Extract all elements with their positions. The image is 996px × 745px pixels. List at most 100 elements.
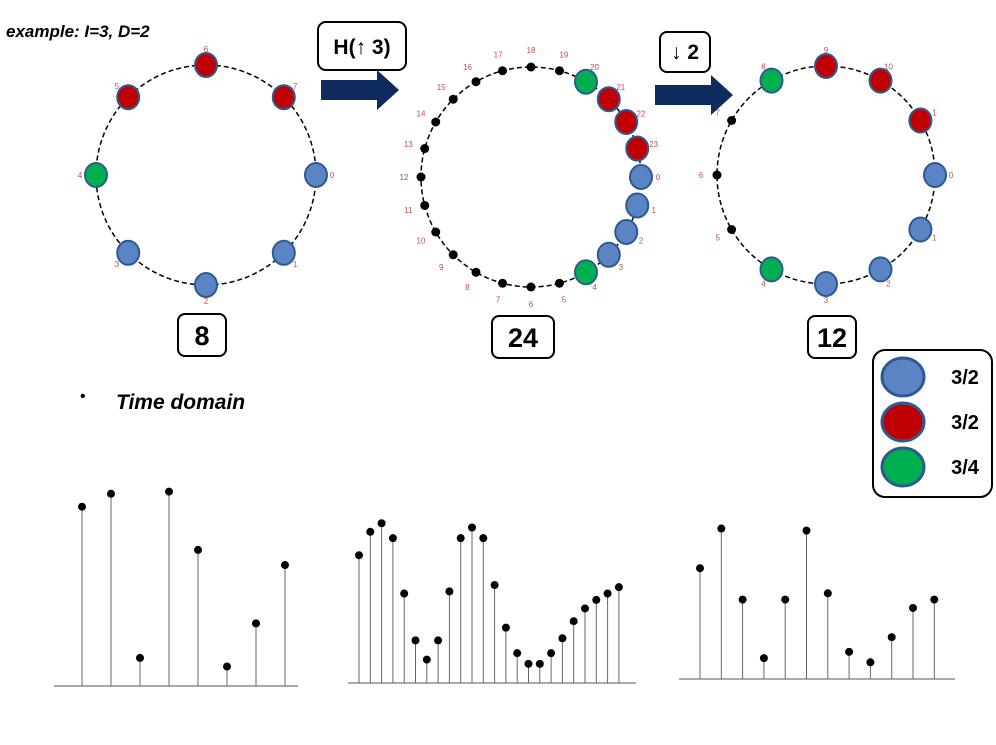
node-index-label: 1 [932, 234, 937, 243]
stem-dot [223, 662, 231, 671]
time-domain-title: Time domain [116, 391, 246, 414]
stem-dot [165, 487, 173, 496]
node-index-label: 23 [649, 140, 658, 149]
stem-dot [738, 595, 747, 604]
stem-dot [366, 527, 375, 536]
stem-dot [434, 636, 443, 645]
legend-label: 3/2 [951, 367, 979, 389]
black-dot-node [471, 77, 481, 87]
red-node [271, 84, 296, 111]
node-index-label: 7 [293, 82, 298, 91]
node-index-label: 4 [78, 171, 83, 180]
node-index-label: 21 [616, 83, 625, 92]
blue-node [923, 162, 947, 188]
stem-dot [569, 617, 578, 626]
node-index-label: 3 [619, 263, 624, 272]
node-index-label: 1 [651, 206, 656, 215]
stem-dot [866, 658, 875, 667]
black-dot-node [420, 200, 430, 210]
red-node [614, 109, 639, 135]
node-index-label: 7 [716, 109, 721, 118]
node-index-label: 17 [494, 50, 503, 59]
legend-green-swatch [880, 446, 926, 488]
node-index-label: 4 [761, 279, 766, 288]
blue-node [596, 241, 621, 268]
node-index-label: 8 [465, 283, 470, 292]
ring-3: 0 1 2 3 4 5 6 7 8 9 10 1 [699, 46, 954, 305]
stem-dot [887, 633, 896, 642]
node-index-label: 14 [417, 110, 426, 119]
black-dot-node [498, 66, 508, 76]
stem-dot [490, 581, 499, 590]
black-dot-node [420, 144, 430, 154]
node-index-label: 12 [400, 173, 409, 182]
upsample-label: H(↑ 3) [333, 36, 390, 59]
node-index-label: 2 [886, 279, 891, 288]
stem-dot [501, 623, 510, 632]
stem-dot [909, 603, 917, 612]
stem-dot [930, 595, 939, 604]
red-node [596, 86, 621, 113]
blue-node [625, 192, 650, 219]
node-index-label: 8 [761, 63, 766, 72]
node-index-label: 20 [590, 63, 599, 72]
blue-node [614, 219, 639, 245]
red-node [908, 107, 933, 134]
blue-node [814, 271, 838, 297]
downsample-label: ↓ 2 [671, 41, 699, 64]
node-index-label: 6 [204, 45, 209, 54]
node-index-label: 22 [637, 110, 646, 119]
black-dot-node [448, 250, 458, 260]
stem-dot [252, 619, 260, 628]
node-index-label: 2 [204, 297, 209, 306]
black-dot-node [471, 267, 481, 277]
blue-node [116, 239, 141, 266]
stem-plot-2 [348, 519, 636, 684]
stem-dot [281, 561, 289, 570]
stem-plot-1 [54, 487, 298, 687]
black-dot-node [431, 117, 441, 127]
example-label: example: I=3, D=2 [6, 22, 150, 41]
stem-dot [524, 659, 533, 668]
blue-node [629, 164, 653, 190]
green-node [84, 162, 108, 188]
stem-dot [513, 649, 522, 658]
stem-dot [802, 526, 811, 535]
blue-node [304, 162, 328, 188]
stem-dot [400, 589, 409, 598]
black-dot-node [727, 225, 737, 234]
legend-label: 3/4 [951, 457, 980, 479]
upsample-arrow [321, 70, 399, 110]
downsample-arrow [655, 75, 733, 115]
stem-dot [781, 595, 790, 604]
time-domain-plots [54, 487, 955, 687]
stem-dot [558, 634, 567, 643]
red-node [116, 84, 141, 111]
black-dot-node [416, 172, 426, 182]
node-index-label: 10 [417, 237, 426, 246]
green-node [759, 256, 784, 283]
blue-node [194, 272, 218, 298]
black-dot-node [712, 170, 722, 180]
blue-node [868, 256, 893, 283]
legend-red-swatch [880, 401, 926, 443]
node-index-label: 16 [463, 63, 472, 72]
stem-dot [535, 659, 544, 668]
stem-dot [845, 647, 854, 656]
stem-dot [456, 534, 465, 543]
node-index-label: 6 [529, 300, 534, 309]
stem-dot [592, 595, 601, 604]
node-index-label: 3 [824, 296, 829, 305]
node-index-label: 0 [330, 171, 335, 180]
black-dot-node [498, 278, 508, 288]
legend: 3/2 3/2 3/4 [872, 349, 993, 498]
black-dot-node [526, 282, 536, 292]
black-dot-node [448, 94, 458, 104]
legend-blue-swatch [880, 356, 926, 398]
node-index-label: 1 [293, 260, 298, 269]
size-box-1 [177, 313, 227, 357]
stem-dot [136, 653, 144, 662]
upsample-box [317, 21, 407, 71]
node-index-label: 0 [949, 171, 954, 180]
